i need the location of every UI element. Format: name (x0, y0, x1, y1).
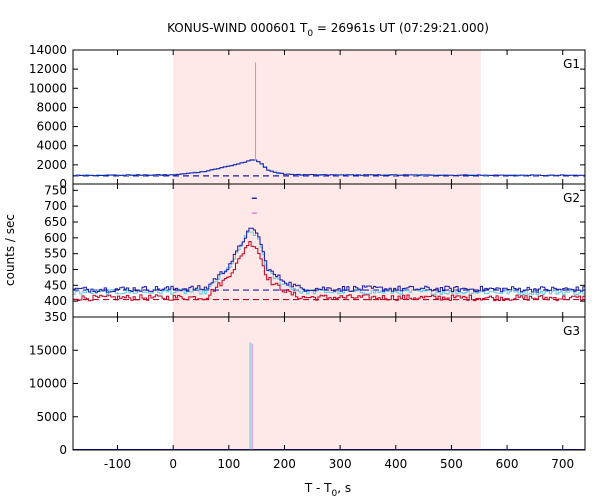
x-tick-label: 600 (496, 457, 519, 471)
panel-label-g1: G1 (563, 57, 580, 71)
g1-lightcurve-blue (73, 159, 585, 177)
y-tick-label: 600 (44, 231, 67, 245)
x-tick-label: 0 (169, 457, 177, 471)
y-tick-label: 350 (44, 310, 67, 324)
panel-g3: 0 5000 10000 15000 G3 (29, 316, 586, 457)
shaded-burst-interval (173, 50, 481, 450)
y-tick-label: 5000 (36, 410, 67, 424)
y-tick-label: 450 (44, 278, 67, 292)
y-tick-label: 10000 (29, 377, 67, 391)
y-tick-label: 400 (44, 294, 67, 308)
y-tick-label: 700 (44, 199, 67, 213)
y-tick-label: 6000 (36, 120, 67, 134)
y-tick-label: 15000 (29, 343, 67, 357)
chart-title: KONUS-WIND 000601 T0 = 26961s UT (07:29:… (167, 21, 489, 39)
x-tick-label: 400 (384, 457, 407, 471)
y-tick-label: 8000 (36, 100, 67, 114)
x-tick-label: -100 (104, 457, 131, 471)
y-tick-label: 14000 (29, 43, 67, 57)
y-tick-label: 650 (44, 215, 67, 229)
plot-layer: 02000400060008000100001200014000G1350400… (29, 43, 586, 471)
y-tick-label: 10000 (29, 81, 67, 95)
y-tick-label: 12000 (29, 62, 67, 76)
x-tick-label: 700 (551, 457, 574, 471)
y-tick-label: 4000 (36, 139, 67, 153)
y-tick-label: 550 (44, 247, 67, 261)
x-tick-label: 300 (329, 457, 352, 471)
x-tick-label: 200 (273, 457, 296, 471)
panel-g1: 0 2000 4000 6000 8000 10000 12000 14000 G1 (29, 43, 586, 191)
x-tick-label: 500 (440, 457, 463, 471)
y-tick-label: 750 (44, 183, 67, 197)
g2-lightcurve-red (73, 241, 585, 302)
y-tick-label: 500 (44, 263, 67, 277)
x-tick-label: 100 (217, 457, 240, 471)
y-axis-label: counts / sec (3, 214, 17, 286)
y-tick-label: 0 (59, 443, 67, 457)
g2-lightcurve-blue (73, 227, 585, 293)
y-tick-label: 2000 (36, 158, 67, 172)
g2-lightcurve-cyan (73, 231, 585, 296)
x-axis-label: T - T0, s (304, 481, 351, 499)
y-tick-label: 0 (59, 177, 67, 191)
panel-label-g3: G3 (563, 324, 580, 338)
panel-label-g2: G2 (563, 191, 580, 205)
